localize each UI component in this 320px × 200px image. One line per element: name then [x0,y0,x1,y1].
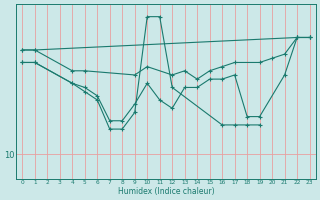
X-axis label: Humidex (Indice chaleur): Humidex (Indice chaleur) [118,187,214,196]
